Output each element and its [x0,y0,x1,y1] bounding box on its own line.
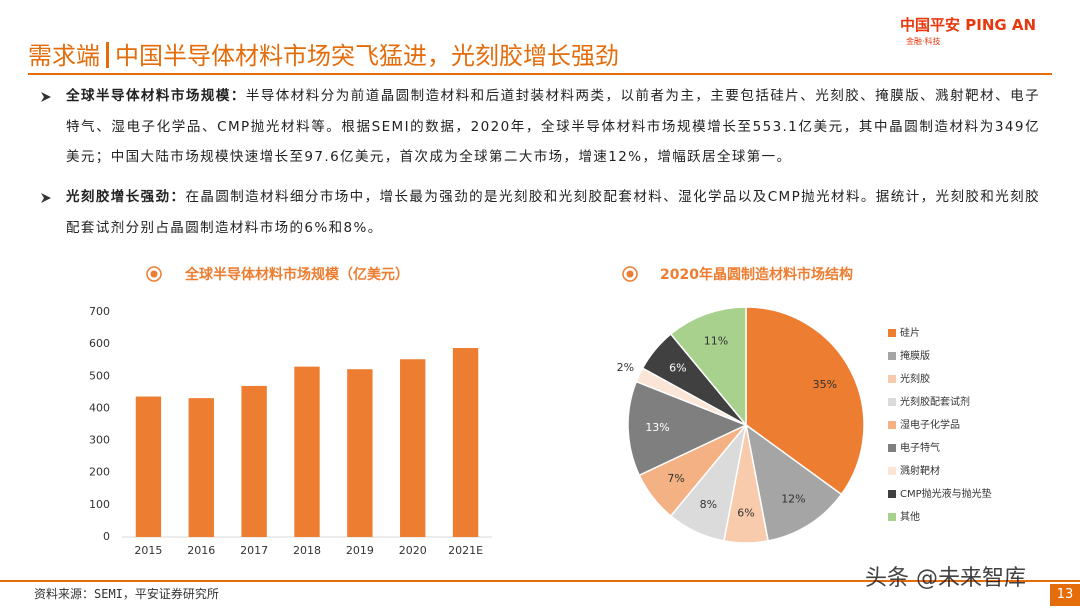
data-label: 6% [737,507,754,520]
logo-en: PING AN [965,16,1037,34]
y-tick-label: 200 [89,466,110,479]
pie-slice [744,423,843,542]
legend-label: 湿电子化学品 [900,418,960,431]
bullet-arrow [41,193,51,203]
footer-rule [0,580,1080,582]
y-tick-label: 500 [89,369,110,382]
bullet-text: 在晶圆制造材料细分市场中，增长最为强劲的是光刻胶和光刻胶配套材料、湿化学品以及C… [66,189,1041,236]
bar [241,385,267,537]
legend-label: 溅射靶材 [900,464,940,477]
y-tick-label: 600 [89,337,110,350]
data-label: 7% [667,472,684,485]
bullet-lead: 全球半导体材料市场规模： [66,88,246,104]
bar [135,396,162,537]
pie-slice [669,306,747,428]
x-tick-label: 2019 [346,544,374,557]
title-lead: 需求端 [28,42,100,70]
legend-swatch [888,444,896,452]
legend-label: 电子特气 [900,441,940,454]
logo-sub: 金融·科技 [906,37,941,46]
logo: 中国平安 PING AN [900,14,1036,35]
title-icon [150,270,158,278]
title-rule [28,73,1052,75]
page-number: 13 [1050,584,1080,606]
x-tick-label: 2021E [448,544,483,557]
y-tick-label: 400 [89,401,110,414]
source: 资料来源：SEMI，平安证券研究所 [34,587,219,601]
data-label: 11% [704,335,728,348]
chart-title: 全球半导体材料市场规模（亿美元） [184,266,409,283]
data-label: 6% [669,362,686,375]
charts: 全球半导体材料市场规模（亿美元） 0 100 200 300 400 500 600 700 20… [89,266,992,557]
title-icon [622,266,638,282]
data-label: 2% [617,361,634,374]
y-tick-label: 0 [103,530,110,543]
legend-swatch [888,398,896,406]
bullet-arrow [41,92,51,102]
bullet-lead: 光刻胶增长强劲： [66,189,186,205]
data-label: 12% [781,493,805,506]
title-icon [146,266,162,282]
legend-label: 光刻胶配套试剂 [900,395,970,408]
bar [347,369,373,537]
bar [400,359,426,537]
pie-slice [627,380,748,477]
legend-swatch [888,490,896,498]
legend-swatch [888,467,896,475]
legend-swatch [888,375,896,383]
title-text: 中国半导体材料市场突飞猛进，光刻胶增长强劲 [115,42,619,70]
pie-slice [745,306,865,496]
bullet: 全球半导体材料市场规模：半导体材料分为前道晶圆制造材料和后道封装材料两类，以前者… [40,81,1040,173]
legend-swatch [888,421,896,429]
title-icon [626,270,634,278]
legend-label: 硅片 [900,326,920,339]
x-tick-label: 2017 [240,544,268,557]
data-label: 13% [645,421,669,434]
x-tick-label: 2016 [187,544,215,557]
legend-swatch [888,329,896,337]
legend-label: 掩膜版 [900,349,930,362]
y-tick-label: 700 [89,305,110,318]
x-tick-label: 2018 [293,544,321,557]
x-tick-label: 2015 [134,544,162,557]
bar [188,398,214,537]
legend-label: 光刻胶 [900,372,930,385]
bar [452,348,479,537]
bullet: 光刻胶增长强劲：在晶圆制造材料细分市场中，增长最为强劲的是光刻胶和光刻胶配套材料… [40,182,1040,243]
data-label: 35% [813,378,837,391]
chart-title: 2020年晶圆制造材料市场结构 [660,266,853,283]
legend-label: 其他 [900,510,920,523]
title: 需求端 中国半导体材料市场突飞猛进，光刻胶增长强劲 [28,36,619,71]
legend-swatch [888,513,896,521]
logo-cn: 中国平安 [900,16,961,34]
data-label: 8% [700,498,717,511]
legend-label: CMP抛光液与抛光垫 [900,487,992,500]
y-tick-label: 300 [89,434,110,447]
x-tick-label: 2020 [399,544,427,557]
bar [294,366,320,537]
watermark: 头条 @未来智库 [865,566,1026,591]
y-tick-label: 100 [89,498,110,511]
legend-swatch [888,352,896,360]
bullet-text: 半导体材料分为前道晶圆制造材料和后道封装材料两类，以前者为主，主要包括硅片、光刻… [66,88,1040,165]
